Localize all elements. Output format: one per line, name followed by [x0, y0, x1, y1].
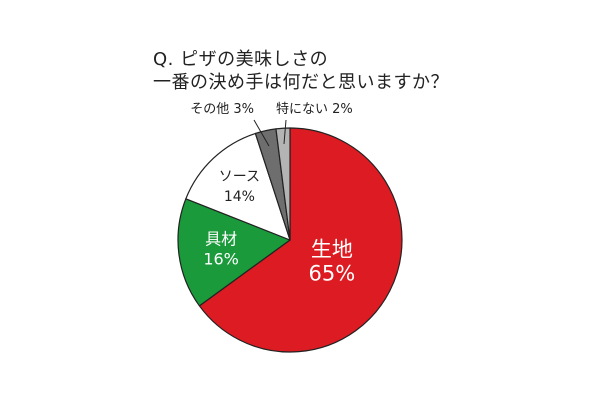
slice-value-2: 14% — [224, 189, 255, 205]
slice-value-1: 16% — [203, 249, 239, 268]
pie-slice-0 — [198, 127, 403, 353]
pie-slice-4 — [275, 127, 291, 241]
slice-label-0: 生地 — [311, 238, 353, 262]
callout-line-3 — [253, 119, 270, 147]
chart-title-line-1: Q. ピザの美味しさの — [153, 49, 329, 70]
callout-line-4 — [283, 119, 287, 144]
slice-value-0: 65% — [309, 262, 356, 286]
callout-label-3: その他 3% — [190, 102, 254, 117]
chart-title-line-2: 一番の決め手は何だと思いますか？ — [153, 72, 449, 93]
slice-label-1: 具材 — [205, 229, 237, 248]
callout-label-4: 特にない 2% — [276, 102, 353, 117]
pie-slice-1 — [177, 198, 291, 307]
slice-label-2: ソース — [219, 169, 260, 185]
